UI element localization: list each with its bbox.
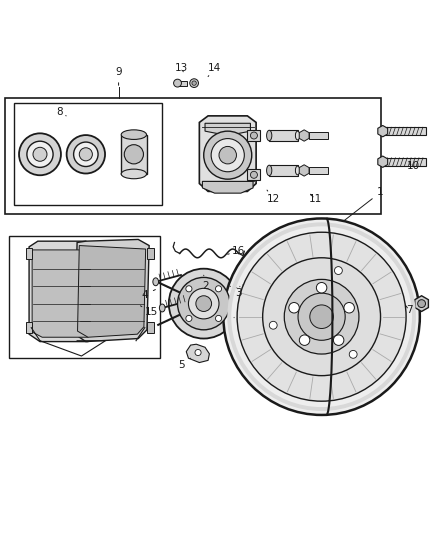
Bar: [147, 248, 153, 259]
Circle shape: [169, 269, 239, 338]
Circle shape: [33, 147, 47, 161]
Circle shape: [211, 139, 244, 172]
Polygon shape: [205, 123, 251, 135]
Bar: [383, 158, 426, 166]
Polygon shape: [186, 344, 209, 362]
Circle shape: [188, 288, 219, 319]
Bar: [269, 165, 297, 176]
Text: 15: 15: [141, 306, 158, 317]
Circle shape: [27, 141, 53, 167]
Polygon shape: [299, 165, 309, 176]
Bar: [121, 135, 147, 174]
Text: 14: 14: [208, 63, 221, 77]
Ellipse shape: [121, 169, 147, 179]
Bar: [247, 130, 261, 141]
Circle shape: [186, 286, 192, 292]
Ellipse shape: [295, 166, 300, 175]
Text: 16: 16: [228, 246, 245, 256]
Text: 7: 7: [406, 305, 412, 315]
Circle shape: [219, 147, 237, 164]
Circle shape: [190, 79, 198, 87]
Circle shape: [298, 293, 345, 340]
Circle shape: [251, 132, 258, 139]
Ellipse shape: [159, 304, 165, 312]
Text: 13: 13: [175, 63, 188, 73]
Polygon shape: [378, 156, 388, 167]
Circle shape: [215, 286, 222, 292]
Polygon shape: [75, 239, 149, 342]
Circle shape: [67, 135, 105, 174]
Circle shape: [195, 350, 201, 356]
Circle shape: [316, 282, 327, 293]
Bar: [177, 80, 187, 86]
Text: 12: 12: [267, 190, 280, 204]
Circle shape: [74, 142, 98, 166]
Bar: [309, 166, 328, 174]
Circle shape: [237, 232, 406, 401]
Text: 3: 3: [230, 286, 242, 298]
Circle shape: [333, 335, 344, 345]
Bar: [309, 132, 328, 140]
Bar: [269, 130, 297, 141]
Circle shape: [196, 296, 212, 311]
Circle shape: [269, 321, 277, 329]
Polygon shape: [199, 116, 256, 191]
Circle shape: [177, 277, 230, 330]
Ellipse shape: [295, 131, 300, 140]
Circle shape: [223, 219, 420, 415]
Circle shape: [215, 316, 222, 321]
Polygon shape: [78, 246, 146, 337]
Circle shape: [418, 300, 426, 308]
Bar: [14, 103, 162, 205]
Circle shape: [192, 81, 196, 85]
Text: 1: 1: [343, 187, 384, 221]
Ellipse shape: [121, 130, 147, 140]
Text: 11: 11: [308, 194, 321, 204]
Circle shape: [19, 133, 61, 175]
Circle shape: [289, 303, 299, 313]
Circle shape: [335, 266, 343, 274]
Polygon shape: [378, 125, 388, 137]
Bar: [25, 322, 32, 333]
Circle shape: [251, 171, 258, 179]
Text: 10: 10: [407, 161, 420, 171]
Polygon shape: [32, 250, 92, 337]
Circle shape: [349, 350, 357, 358]
Circle shape: [124, 144, 144, 164]
Polygon shape: [299, 130, 309, 141]
Text: 5: 5: [179, 358, 191, 370]
Bar: [5, 99, 381, 214]
Circle shape: [299, 335, 310, 345]
Text: 4: 4: [141, 289, 155, 300]
Circle shape: [204, 131, 252, 179]
Ellipse shape: [153, 278, 159, 286]
Ellipse shape: [267, 130, 272, 141]
Circle shape: [173, 79, 181, 87]
Text: 8: 8: [57, 107, 66, 117]
Bar: [25, 248, 32, 259]
Bar: [147, 322, 153, 333]
Bar: [247, 169, 261, 181]
Bar: [10, 236, 160, 358]
Circle shape: [344, 303, 354, 313]
Circle shape: [263, 258, 381, 376]
Ellipse shape: [267, 165, 272, 176]
Polygon shape: [29, 241, 95, 342]
Text: 2: 2: [203, 275, 209, 291]
Circle shape: [79, 148, 92, 161]
Circle shape: [186, 316, 192, 321]
Circle shape: [284, 279, 359, 354]
Text: 9: 9: [115, 67, 122, 85]
Bar: [383, 127, 426, 135]
Circle shape: [310, 305, 333, 328]
Polygon shape: [202, 181, 253, 193]
Polygon shape: [415, 296, 428, 311]
